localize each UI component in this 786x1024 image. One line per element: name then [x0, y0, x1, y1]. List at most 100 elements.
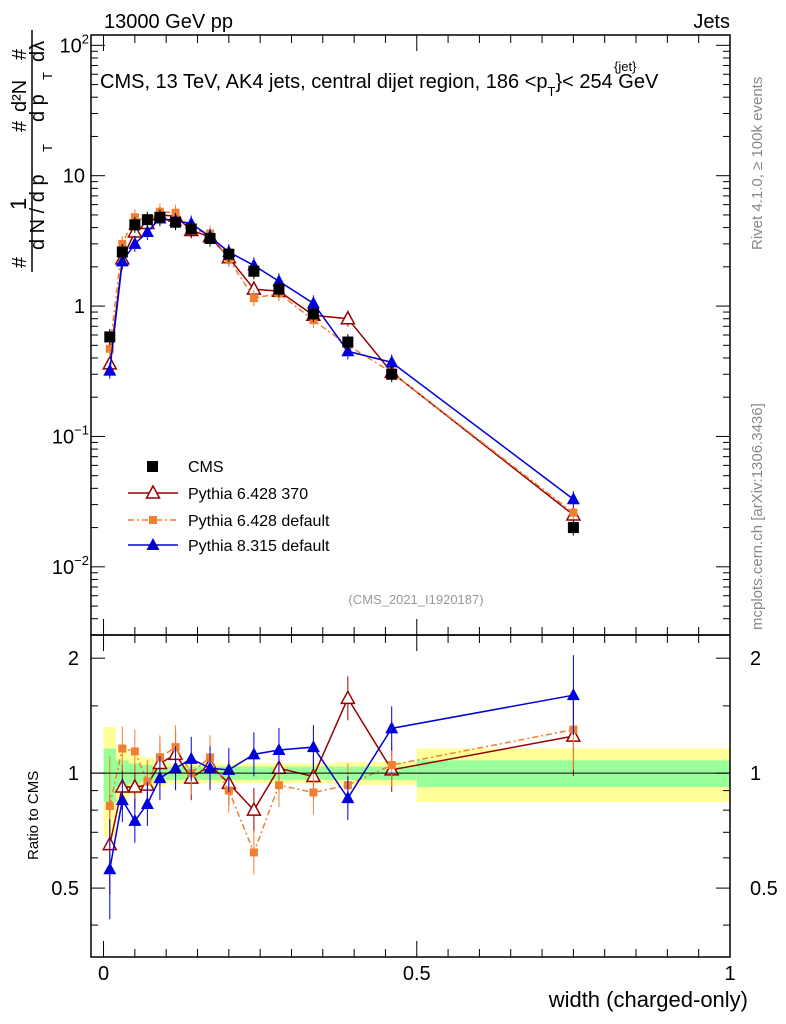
xtick-label-2: 1	[724, 963, 735, 985]
ratio-point-2-9	[247, 747, 261, 760]
main-point-3-1	[115, 254, 129, 267]
main-point-0-13	[386, 368, 398, 380]
ratio-point-0-12	[340, 689, 356, 705]
main-ytick-base-0: 10	[60, 35, 82, 57]
main-point-3-14	[566, 492, 580, 505]
legend-marker-pythia6-370	[145, 484, 161, 499]
ratio-point-1-9	[249, 848, 258, 857]
ratio-ylabel: Ratio to CMS	[25, 771, 42, 860]
ratio-plot-frame	[90, 634, 731, 958]
legend-label-cms: CMS	[188, 459, 224, 476]
main-point-0-5	[170, 216, 182, 228]
main-point-2-1	[118, 239, 127, 248]
ylabel-hash1: #	[9, 256, 31, 268]
ratio-ytick-label-2: 0.5	[51, 878, 79, 900]
main-point-0-9	[248, 265, 260, 277]
plot-title-sub: T	[548, 84, 556, 99]
main-line-3	[109, 217, 574, 500]
ratio-point-0-9	[246, 801, 262, 816]
main-point-0-2	[129, 219, 141, 231]
legend-marker-cms	[147, 461, 158, 472]
main-ytick-base-3: 10	[52, 426, 74, 448]
main-point-0-1	[116, 246, 128, 258]
main-point-0-8	[223, 248, 235, 260]
ratio-point-1-10	[274, 781, 283, 790]
ratio-point-2-13	[385, 721, 399, 734]
main-point-0-0	[104, 331, 116, 343]
legend-label-pythia6-370: Pythia 6.428 370	[188, 486, 308, 503]
rivet-label: Rivet 4.1.0, ≥ 100k events	[749, 77, 766, 250]
ratio-point-1-2	[130, 747, 139, 756]
legend-entry-pythia6-default: Pythia 6.428 default	[128, 513, 330, 530]
main-line-1	[109, 214, 574, 516]
legend-marker-pythia8	[146, 538, 160, 550]
ylabel-dpT: d p	[27, 94, 49, 122]
plot-title-tail: }< 254 GeV	[555, 71, 659, 93]
ratio-point-2-10	[272, 742, 286, 755]
xtick-label-0: 0	[98, 963, 109, 985]
main-series-3	[103, 210, 580, 508]
plot-title-main: CMS, 13 TeV, AK4 jets, central dijet reg…	[100, 71, 548, 93]
header-right: Jets	[693, 11, 730, 33]
ratio-point-2-12	[341, 791, 355, 804]
legend-entry-pythia8: Pythia 8.315 default	[128, 538, 330, 555]
main-point-0-11	[307, 308, 319, 320]
ylabel-T2: T	[40, 72, 55, 80]
ratio-ytick-label-right-0: 2	[750, 648, 761, 670]
main-ytick-sup-3: −1	[74, 422, 89, 437]
main-plot-frame	[90, 34, 731, 636]
main-series-1	[102, 206, 582, 523]
ratio-point-2-2	[128, 813, 142, 826]
main-ytick-label-4: 10−2	[52, 553, 89, 579]
ratio-ytick-label-1: 1	[68, 763, 79, 785]
main-point-3-12	[341, 344, 355, 357]
xtick-label-1: 0.5	[403, 963, 431, 985]
ratio-point-2-4	[153, 771, 167, 784]
main-point-3-3	[140, 224, 154, 237]
ratio-point-2-5	[169, 761, 183, 774]
ratio-ytick-label-right-2: 0.5	[750, 878, 778, 900]
ylabel-hash2: #	[9, 120, 31, 132]
main-point-3-2	[128, 236, 142, 249]
main-ytick-label-2: 1	[74, 296, 85, 318]
ratio-point-2-1	[115, 793, 129, 806]
main-point-3-0	[103, 363, 117, 376]
header-left: 13000 GeV pp	[104, 11, 233, 33]
ylabel-hash3: #	[9, 48, 31, 60]
ratio-point-2-11	[306, 740, 320, 753]
main-line-2	[109, 210, 574, 514]
main-point-2-5	[171, 208, 180, 217]
ratio-point-2-7	[203, 761, 217, 774]
ratio-point-2-3	[140, 797, 154, 810]
main-ytick-label-1: 10	[63, 166, 85, 188]
main-series-2	[105, 203, 578, 521]
legend: CMS Pythia 6.428 370 Pythia 6.428 defaul…	[128, 459, 330, 555]
ylabel-T1: T	[40, 144, 55, 152]
ratio-point-2-6	[184, 751, 198, 764]
ratio-point-2-14	[566, 688, 580, 701]
main-point-3-13	[385, 355, 399, 368]
ratio-point-1-0	[105, 802, 114, 811]
plot-series	[102, 203, 582, 920]
ratio-ytick-label-right-1: 1	[750, 763, 761, 785]
legend-entry-pythia6-370: Pythia 6.428 370	[128, 484, 308, 503]
ratio-series-2	[103, 655, 580, 920]
main-point-0-4	[154, 211, 166, 223]
ratio-point-2-0	[103, 862, 117, 875]
x-axis-label: width (charged-only)	[548, 987, 748, 1012]
plot-title: CMS, 13 TeV, AK4 jets, central dijet reg…	[100, 71, 659, 99]
main-point-2-9	[249, 294, 258, 303]
main-ytick-label-3: 10−1	[52, 422, 89, 448]
main-point-0-7	[204, 232, 216, 244]
main-ytick-sup-4: −2	[74, 553, 89, 568]
ylabel-dN: d N / d p	[27, 174, 49, 250]
legend-label-pythia6-default: Pythia 6.428 default	[188, 513, 330, 530]
main-ytick-base-4: 10	[52, 557, 74, 579]
ratio-point-2-8	[222, 762, 236, 775]
main-point-0-10	[273, 283, 285, 295]
ylabel-d2N: d²N	[9, 80, 31, 112]
ratio-ytick-label-0: 2	[68, 648, 79, 670]
ylabel-one: 1	[6, 198, 31, 210]
mcplots-label: mcplots.cern.ch [arXiv:1306.3436]	[749, 403, 766, 630]
